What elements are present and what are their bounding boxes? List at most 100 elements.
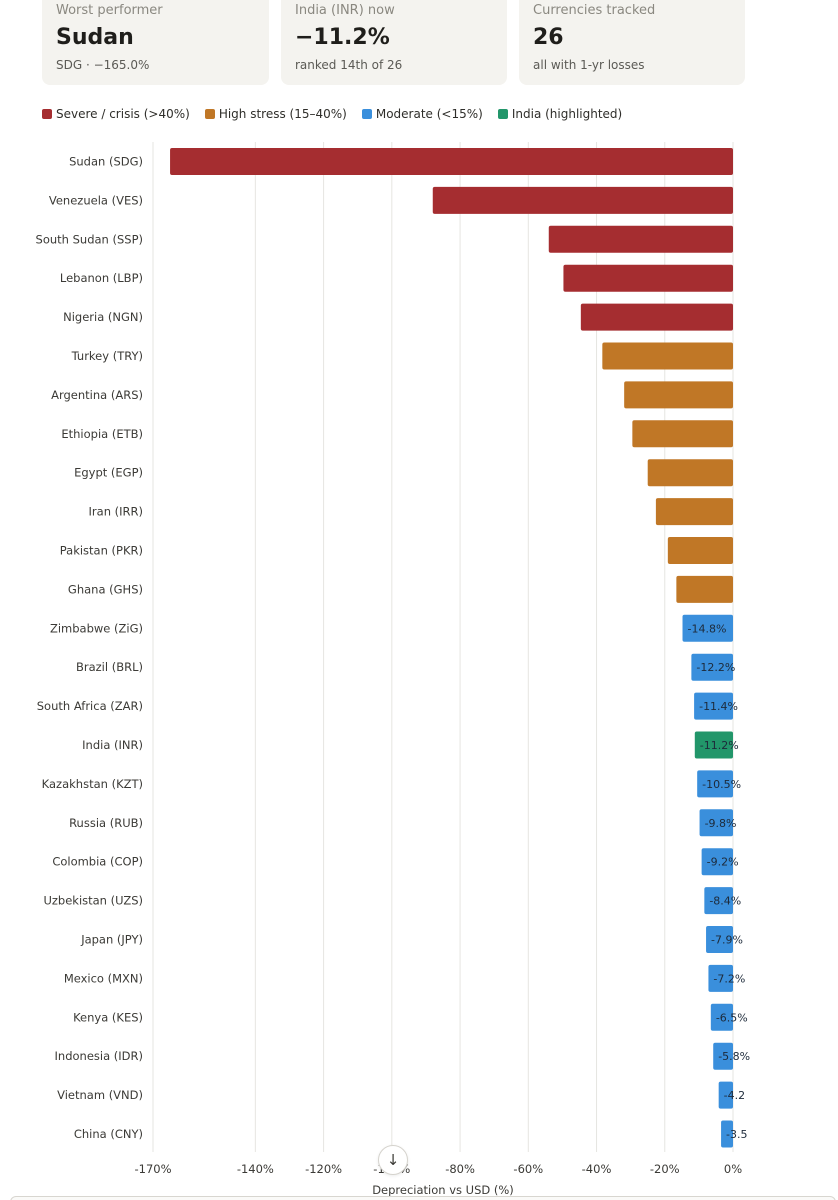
bar <box>718 1081 733 1109</box>
y-tick-label: Ethiopia (ETB) <box>61 427 143 441</box>
stat-value: 26 <box>533 25 564 50</box>
stat-card-currencies-tracked: Currencies tracked 26 all with 1-yr loss… <box>519 0 745 85</box>
bar <box>655 498 733 526</box>
x-tick-label: -120% <box>305 1162 342 1176</box>
bar <box>580 303 733 331</box>
bar <box>704 887 733 915</box>
bar <box>624 381 733 409</box>
legend-label: Severe / crisis (>40%) <box>56 107 190 121</box>
y-tick-label: Ghana (GHS) <box>68 582 143 596</box>
bar <box>697 770 733 798</box>
data-label: -11.4% <box>699 700 738 713</box>
bar <box>713 1042 733 1070</box>
y-tick-label: China (CNY) <box>74 1127 143 1141</box>
legend-item-moderate: Moderate (<15%) <box>361 107 483 121</box>
data-label: -7.2% <box>713 972 745 985</box>
stat-subtext: all with 1-yr losses <box>533 58 645 72</box>
y-tick-label: South Sudan (SSP) <box>36 232 143 246</box>
y-tick-label: Iran (IRR) <box>89 505 143 519</box>
bar <box>694 692 733 720</box>
y-tick-label: Kazakhstan (KZT) <box>42 777 143 791</box>
y-tick-label: Mexico (MXN) <box>64 971 143 985</box>
stat-label: Worst performer <box>56 3 163 18</box>
legend-label: Moderate (<15%) <box>375 107 483 121</box>
bar <box>667 537 733 564</box>
y-tick-label: Kenya (KES) <box>73 1010 143 1024</box>
legend-swatch <box>204 109 215 119</box>
legend-swatch <box>42 109 52 119</box>
data-label: -3.5 <box>726 1128 747 1141</box>
bar <box>699 809 733 837</box>
bar <box>710 1003 733 1031</box>
arrow-down-icon: ↓ <box>386 1151 400 1169</box>
bar <box>432 186 733 214</box>
x-tick-label: -170% <box>134 1162 171 1176</box>
x-tick-label: -80% <box>445 1162 475 1176</box>
y-tick-label: Venezuela (VES) <box>49 193 143 207</box>
stat-subtext: SDG · −165.0% <box>56 58 150 72</box>
stat-value: Sudan <box>56 25 134 50</box>
data-label: -14.8% <box>688 622 727 635</box>
x-tick-label: -20% <box>650 1162 680 1176</box>
y-tick-label: Brazil (BRL) <box>76 660 143 674</box>
bottom-panel-edge <box>10 1196 836 1200</box>
stat-label: India (INR) now <box>295 3 395 18</box>
bar <box>721 1120 733 1148</box>
y-tick-label: Turkey (TRY) <box>71 349 143 363</box>
y-tick-label: Nigeria (NGN) <box>63 310 143 324</box>
y-tick-label: India (INR) <box>82 738 143 752</box>
bar <box>691 653 733 681</box>
y-tick-label: Argentina (ARS) <box>51 388 143 402</box>
stat-label: Currencies tracked <box>533 3 656 18</box>
x-axis-title: Depreciation vs USD (%) <box>372 1183 514 1197</box>
y-tick-label: Zimbabwe (ZiG) <box>50 621 143 635</box>
y-tick-label: Russia (RUB) <box>69 816 143 830</box>
y-tick-label: Vietnam (VND) <box>57 1088 143 1102</box>
legend-label: High stress (15–40%) <box>218 107 347 121</box>
y-tick-label: Pakistan (PKR) <box>60 544 143 558</box>
stat-card-india-now: India (INR) now −11.2% ranked 14th of 26 <box>281 0 507 85</box>
data-label: -6.5% <box>716 1011 748 1024</box>
scroll-down-button[interactable]: ↓ <box>378 1145 408 1175</box>
data-label: -9.2% <box>707 856 739 869</box>
x-tick-label: -40% <box>582 1162 612 1176</box>
legend-swatch <box>361 109 372 119</box>
data-label: -8.4% <box>709 895 741 908</box>
x-tick-label: -140% <box>237 1162 274 1176</box>
data-label: -9.8% <box>705 817 737 830</box>
bar <box>694 731 733 759</box>
y-tick-label: Indonesia (IDR) <box>55 1049 143 1063</box>
stat-subtext: ranked 14th of 26 <box>295 58 403 72</box>
legend-item-india: India (highlighted) <box>497 107 623 121</box>
legend-swatch <box>497 109 508 119</box>
bar <box>563 264 733 292</box>
y-tick-label: Lebanon (LBP) <box>60 271 143 285</box>
x-tick-label: 0% <box>724 1162 742 1176</box>
bar <box>708 964 733 992</box>
bar <box>706 926 733 953</box>
stat-value: −11.2% <box>295 25 390 50</box>
x-tick-label: -60% <box>513 1162 543 1176</box>
bar <box>701 848 733 876</box>
stat-card-worst-performer: Worst performer Sudan SDG · −165.0% <box>42 0 269 85</box>
bar <box>647 459 733 487</box>
y-tick-label: Sudan (SDG) <box>69 155 143 169</box>
data-label: -4.2 <box>724 1089 745 1102</box>
bar <box>170 148 733 175</box>
data-label: -11.2% <box>700 739 739 752</box>
legend-label: India (highlighted) <box>511 107 623 121</box>
bar <box>548 225 733 253</box>
data-label: -12.2% <box>696 661 735 674</box>
legend-item-severe: Severe / crisis (>40%) <box>42 107 190 121</box>
bar <box>676 575 733 603</box>
y-tick-label: South Africa (ZAR) <box>37 699 143 713</box>
y-tick-label: Uzbekistan (UZS) <box>43 894 143 908</box>
bar <box>632 420 733 448</box>
y-tick-label: Colombia (COP) <box>52 855 143 869</box>
data-label: -7.9% <box>711 934 743 947</box>
chart-legend: Severe / crisis (>40%) High stress (15–4… <box>42 107 637 121</box>
y-tick-label: Egypt (EGP) <box>74 466 143 480</box>
bar <box>682 614 733 642</box>
